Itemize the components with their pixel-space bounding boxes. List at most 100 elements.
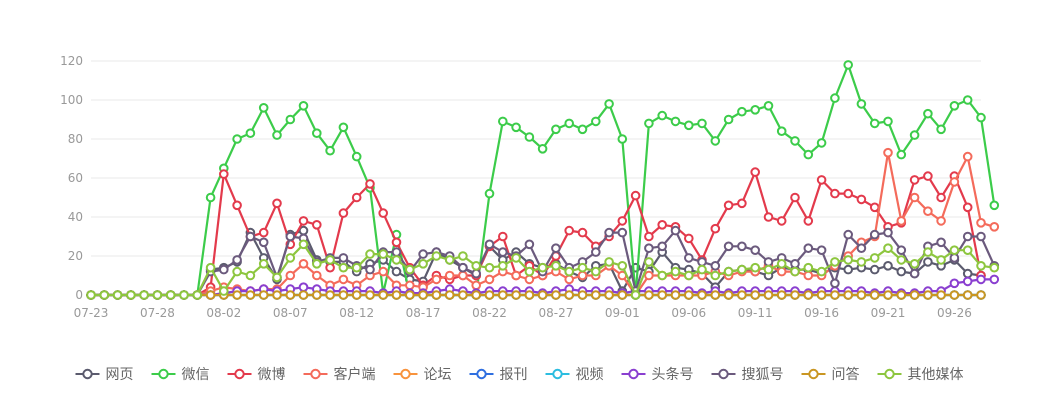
- data-point: [205, 290, 216, 300]
- y-tick-label: 120: [60, 54, 83, 68]
- data-point: [869, 264, 880, 275]
- data-point: [896, 255, 907, 265]
- legend-item[interactable]: 客户端: [303, 366, 376, 383]
- data-point: [816, 245, 827, 255]
- data-point: [312, 220, 322, 230]
- legend-item[interactable]: 论坛: [393, 367, 452, 383]
- data-point: [431, 274, 442, 285]
- data-point: [591, 290, 601, 300]
- legend-item[interactable]: 网页: [75, 367, 134, 383]
- data-point: [458, 262, 468, 273]
- data-point: [285, 114, 296, 125]
- y-tick-label: 20: [68, 249, 83, 263]
- data-point: [498, 247, 508, 257]
- data-point: [511, 270, 521, 281]
- legend-marker-icon: [808, 368, 819, 380]
- legend-label: 问答: [832, 366, 860, 383]
- data-point: [498, 290, 508, 300]
- data-point: [285, 270, 296, 281]
- data-point: [312, 128, 322, 138]
- data-point: [737, 264, 747, 275]
- data-point: [298, 101, 309, 111]
- legend-marker-icon: [552, 368, 563, 380]
- data-point: [391, 247, 402, 257]
- data-point: [644, 118, 654, 129]
- data-point: [391, 237, 402, 248]
- legend-item[interactable]: 报刊: [469, 367, 528, 383]
- data-point: [471, 290, 482, 300]
- data-point: [976, 290, 986, 300]
- data-point: [657, 241, 668, 252]
- data-point: [790, 192, 800, 203]
- data-point: [830, 93, 840, 103]
- data-point: [378, 249, 389, 259]
- data-point: [803, 290, 814, 300]
- legend-marker-icon: [884, 368, 895, 380]
- data-point: [245, 270, 256, 281]
- legend[interactable]: 网页 微信 微博 客户端 论坛 报刊 视频 头条号 搜狐号 问答 其他媒体: [75, 366, 964, 383]
- data-point: [112, 290, 123, 300]
- legend-item[interactable]: 微博: [227, 366, 286, 383]
- data-point: [99, 290, 110, 300]
- data-point: [816, 266, 827, 277]
- data-point: [391, 255, 402, 265]
- data-point: [272, 130, 282, 140]
- data-point: [684, 120, 694, 131]
- data-point: [232, 266, 242, 277]
- legend-item[interactable]: 问答: [801, 366, 860, 383]
- data-point: [909, 259, 920, 269]
- legend-item[interactable]: 头条号: [621, 366, 694, 383]
- data-point: [737, 198, 747, 209]
- data-point: [391, 290, 402, 300]
- data-point: [763, 257, 774, 267]
- data-point: [843, 188, 854, 199]
- data-point: [338, 290, 349, 300]
- legend-item[interactable]: 视频: [545, 367, 604, 383]
- data-point: [962, 95, 973, 105]
- x-tick-label: 08-07: [273, 306, 308, 320]
- legend-item[interactable]: 搜狐号: [711, 367, 784, 383]
- legend-item[interactable]: 微信: [151, 367, 210, 383]
- data-point: [630, 290, 641, 300]
- data-point: [564, 290, 575, 300]
- data-point: [245, 128, 256, 138]
- data-point: [564, 266, 575, 277]
- data-point: [763, 101, 774, 111]
- x-tick-label: 09-06: [671, 306, 706, 320]
- series-10: [86, 239, 1000, 300]
- data-point: [856, 243, 867, 253]
- data-point: [312, 270, 322, 281]
- data-point: [909, 290, 920, 300]
- data-point: [856, 257, 867, 267]
- data-point: [591, 116, 601, 127]
- data-point: [258, 103, 269, 113]
- legend-label: 论坛: [424, 367, 452, 383]
- data-point: [949, 278, 960, 289]
- data-point: [949, 290, 960, 300]
- data-point: [418, 249, 428, 259]
- data-point: [909, 268, 920, 279]
- data-point: [484, 262, 495, 273]
- data-point: [471, 280, 482, 291]
- data-point: [617, 134, 628, 144]
- data-point: [139, 290, 149, 300]
- data-point: [604, 227, 614, 238]
- data-point: [737, 106, 747, 117]
- data-point: [949, 177, 960, 187]
- data-point: [219, 286, 229, 296]
- data-point: [444, 270, 455, 281]
- legend-marker-icon: [310, 368, 321, 380]
- data-point: [484, 274, 495, 285]
- data-point: [936, 290, 946, 300]
- legend-item[interactable]: 其他媒体: [877, 367, 964, 383]
- data-point: [869, 290, 880, 300]
- data-point: [285, 290, 296, 300]
- data-point: [883, 227, 893, 238]
- data-point: [763, 290, 774, 300]
- data-point: [989, 262, 1000, 273]
- data-point: [843, 60, 854, 70]
- data-point: [564, 274, 575, 285]
- data-point: [245, 290, 256, 300]
- data-point: [232, 255, 242, 265]
- legend-marker-icon: [628, 368, 639, 380]
